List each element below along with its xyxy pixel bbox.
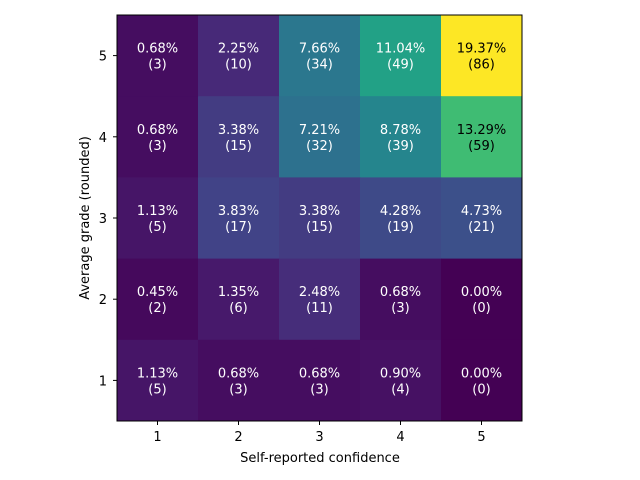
heatmap-cell bbox=[279, 96, 361, 178]
heatmap-cell bbox=[441, 258, 523, 341]
cell-percent-label: 0.00% bbox=[461, 285, 502, 300]
heatmap-cell bbox=[441, 96, 523, 178]
y-tick-label: 1 bbox=[99, 374, 107, 389]
cell-count-label: (15) bbox=[225, 139, 252, 154]
cell-count-label: (3) bbox=[391, 301, 409, 316]
cell-percent-label: 0.45% bbox=[137, 285, 178, 300]
cell-count-label: (19) bbox=[387, 220, 414, 235]
cell-percent-label: 0.90% bbox=[380, 366, 421, 381]
heatmap-cell bbox=[117, 258, 199, 341]
cell-count-label: (86) bbox=[468, 58, 495, 73]
cell-count-label: (17) bbox=[225, 220, 252, 235]
cell-percent-label: 0.68% bbox=[137, 123, 178, 138]
cell-count-label: (0) bbox=[472, 382, 490, 397]
cell-count-label: (49) bbox=[387, 58, 414, 73]
cell-count-label: (0) bbox=[472, 301, 490, 316]
cell-percent-label: 7.21% bbox=[299, 123, 340, 138]
cell-count-label: (3) bbox=[148, 139, 166, 154]
heatmap-cell bbox=[279, 177, 361, 260]
cell-count-label: (3) bbox=[148, 58, 166, 73]
y-axis-label: Average grade (rounded) bbox=[78, 136, 93, 300]
heatmap-cell bbox=[117, 15, 199, 97]
heatmap-cell bbox=[198, 96, 280, 178]
cell-percent-label: 19.37% bbox=[457, 42, 507, 57]
cell-percent-label: 4.28% bbox=[380, 204, 421, 219]
heatmap-cell bbox=[360, 339, 442, 422]
cell-percent-label: 3.38% bbox=[299, 204, 340, 219]
cell-count-label: (11) bbox=[306, 301, 333, 316]
heatmap-cells: 0.68%(3)2.25%(10)7.66%(34)11.04%(49)19.3… bbox=[117, 15, 523, 422]
x-tick-label: 2 bbox=[234, 430, 242, 445]
heatmap-cell bbox=[360, 177, 442, 260]
cell-count-label: (3) bbox=[310, 382, 328, 397]
cell-percent-label: 8.78% bbox=[380, 123, 421, 138]
heatmap-cell bbox=[117, 96, 199, 178]
cell-count-label: (6) bbox=[229, 301, 247, 316]
cell-percent-label: 1.13% bbox=[137, 204, 178, 219]
heatmap-cell bbox=[198, 339, 280, 422]
heatmap-cell bbox=[441, 15, 523, 97]
cell-percent-label: 0.68% bbox=[137, 42, 178, 57]
cell-percent-label: 11.04% bbox=[376, 42, 426, 57]
cell-count-label: (2) bbox=[148, 301, 166, 316]
cell-percent-label: 7.66% bbox=[299, 42, 340, 57]
cell-count-label: (10) bbox=[225, 58, 252, 73]
cell-percent-label: 4.73% bbox=[461, 204, 502, 219]
cell-percent-label: 1.35% bbox=[218, 285, 259, 300]
cell-percent-label: 0.68% bbox=[218, 366, 259, 381]
axis-ticks: 1 2 3 4 5 5 4 3 2 1 bbox=[99, 50, 486, 445]
x-tick-label: 3 bbox=[315, 430, 323, 445]
heatmap-cell bbox=[279, 339, 361, 422]
heatmap-cell bbox=[117, 339, 199, 422]
cell-count-label: (32) bbox=[306, 139, 333, 154]
y-tick-label: 3 bbox=[99, 212, 107, 227]
cell-count-label: (39) bbox=[387, 139, 414, 154]
y-tick-label: 5 bbox=[99, 50, 107, 65]
cell-percent-label: 2.25% bbox=[218, 42, 259, 57]
heatmap-cell bbox=[279, 258, 361, 341]
cell-percent-label: 13.29% bbox=[457, 123, 507, 138]
heatmap-cell bbox=[117, 177, 199, 260]
x-tick-label: 4 bbox=[396, 430, 404, 445]
x-tick-label: 5 bbox=[477, 430, 485, 445]
cell-count-label: (3) bbox=[229, 382, 247, 397]
cell-percent-label: 1.13% bbox=[137, 366, 178, 381]
cell-count-label: (5) bbox=[148, 220, 166, 235]
heatmap-cell bbox=[441, 177, 523, 260]
x-axis-label: Self-reported confidence bbox=[240, 451, 400, 466]
cell-percent-label: 0.00% bbox=[461, 366, 502, 381]
cell-percent-label: 2.48% bbox=[299, 285, 340, 300]
heatmap-cell bbox=[360, 96, 442, 178]
heatmap-cell bbox=[198, 258, 280, 341]
cell-count-label: (4) bbox=[391, 382, 409, 397]
heatmap-cell bbox=[279, 15, 361, 97]
cell-percent-label: 0.68% bbox=[380, 285, 421, 300]
cell-percent-label: 3.83% bbox=[218, 204, 259, 219]
cell-percent-label: 0.68% bbox=[299, 366, 340, 381]
heatmap-cell bbox=[360, 258, 442, 341]
heatmap-cell bbox=[441, 339, 523, 422]
cell-count-label: (15) bbox=[306, 220, 333, 235]
cell-count-label: (34) bbox=[306, 58, 333, 73]
cell-count-label: (21) bbox=[468, 220, 495, 235]
cell-count-label: (5) bbox=[148, 382, 166, 397]
cell-percent-label: 3.38% bbox=[218, 123, 259, 138]
heatmap-cell bbox=[198, 177, 280, 260]
y-tick-label: 2 bbox=[99, 293, 107, 308]
y-tick-label: 4 bbox=[99, 131, 107, 146]
heatmap-cell bbox=[360, 15, 442, 97]
cell-count-label: (59) bbox=[468, 139, 495, 154]
x-tick-label: 1 bbox=[153, 430, 161, 445]
heatmap-cell bbox=[198, 15, 280, 97]
